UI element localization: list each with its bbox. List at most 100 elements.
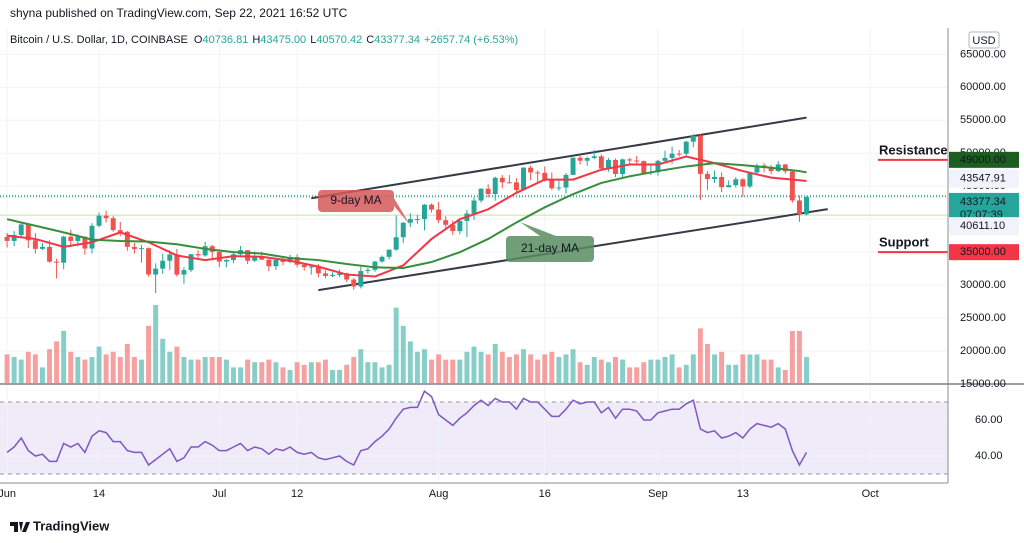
callout-pointer bbox=[520, 222, 556, 236]
volume-bar bbox=[506, 357, 512, 383]
candle-body bbox=[322, 273, 328, 276]
volume-bar bbox=[450, 359, 456, 383]
level-box bbox=[949, 151, 1019, 168]
candle-body bbox=[400, 222, 406, 238]
volume-bar bbox=[457, 359, 463, 383]
volume-bar bbox=[605, 362, 611, 383]
candle-body bbox=[372, 261, 378, 270]
logo-icon bbox=[10, 522, 30, 532]
volume-bar bbox=[61, 331, 67, 383]
volume-bar bbox=[174, 346, 180, 383]
volume-bar bbox=[379, 367, 385, 383]
candle-body bbox=[160, 260, 166, 269]
candle-body bbox=[712, 176, 718, 180]
candle-body bbox=[521, 167, 526, 190]
volume-bar bbox=[407, 341, 413, 383]
candle-body bbox=[11, 235, 17, 241]
candle-body bbox=[358, 271, 364, 287]
candle-body bbox=[54, 261, 60, 263]
candle-body bbox=[315, 266, 321, 274]
volume-bar bbox=[436, 354, 442, 383]
volume-bar bbox=[542, 354, 548, 383]
candle-body bbox=[308, 266, 314, 268]
volume-bar bbox=[216, 357, 222, 383]
price-label: 43377.34 bbox=[960, 196, 1006, 208]
volume-bar bbox=[308, 362, 314, 383]
level-name: Support bbox=[879, 235, 929, 250]
volume-bar bbox=[535, 359, 541, 383]
candle-body bbox=[96, 215, 102, 226]
currency-box[interactable] bbox=[968, 31, 1000, 49]
y-tick-label: 20000.00 bbox=[960, 345, 1006, 357]
legend-value: 43377.34 bbox=[374, 34, 420, 46]
candle-body bbox=[47, 246, 52, 262]
volume-bar bbox=[634, 367, 640, 383]
volume-bar bbox=[485, 354, 491, 383]
candle-body bbox=[457, 220, 463, 232]
candle-body bbox=[754, 165, 760, 173]
volume-bar bbox=[223, 359, 229, 383]
volume-bar bbox=[719, 351, 725, 383]
rsi-band bbox=[0, 402, 948, 474]
volume-bar bbox=[230, 367, 236, 383]
candle-body bbox=[124, 231, 130, 247]
volume-bar bbox=[804, 357, 809, 383]
x-tick-label: 12 bbox=[291, 488, 303, 500]
candle-body bbox=[634, 160, 640, 162]
volume-bar bbox=[690, 354, 696, 383]
candle-body bbox=[330, 275, 335, 277]
candle-body bbox=[266, 259, 272, 267]
volume-bar bbox=[358, 349, 364, 383]
candle-body bbox=[768, 168, 774, 172]
level-label: 49000.00 bbox=[960, 154, 1006, 166]
volume-bar bbox=[32, 354, 38, 383]
volume-bar bbox=[301, 364, 307, 383]
x-tick-label: Jun bbox=[0, 488, 16, 500]
candle-body bbox=[655, 160, 661, 173]
x-tick-label: 16 bbox=[539, 488, 551, 500]
volume-bar bbox=[54, 341, 60, 383]
volume-bar bbox=[273, 362, 279, 383]
candle-body bbox=[117, 230, 123, 232]
candle-body bbox=[287, 257, 293, 262]
volume-bar bbox=[4, 354, 10, 383]
volume-bar bbox=[641, 362, 647, 383]
volume-bar bbox=[110, 351, 116, 383]
volume-bar bbox=[188, 359, 194, 383]
volume-bar bbox=[266, 359, 272, 383]
candle-body bbox=[223, 260, 229, 262]
candle-body bbox=[230, 254, 236, 261]
volume-bar bbox=[117, 357, 123, 383]
volume-bar bbox=[662, 357, 668, 383]
candle-body bbox=[789, 171, 795, 201]
volume-bar bbox=[39, 367, 45, 383]
candle-body bbox=[591, 156, 597, 159]
candle-body bbox=[641, 161, 647, 174]
rsi-line bbox=[6, 390, 808, 467]
volume-bar bbox=[400, 325, 406, 383]
volume-bar bbox=[513, 354, 519, 383]
callout-box bbox=[506, 236, 594, 262]
y-tick-label: 55000.00 bbox=[960, 114, 1006, 126]
candle-body bbox=[528, 167, 534, 173]
symbol: Bitcoin / U.S. Dollar, 1D, COINBASE bbox=[10, 34, 188, 46]
candle-body bbox=[697, 135, 703, 174]
level-box bbox=[949, 244, 1019, 261]
y-tick-label: 60000.00 bbox=[960, 81, 1006, 93]
volume-bar bbox=[202, 357, 208, 383]
candle-body bbox=[478, 188, 484, 201]
volume-bar bbox=[414, 351, 420, 383]
candle-body bbox=[740, 179, 746, 187]
level-label: 35000.00 bbox=[960, 246, 1006, 258]
volume-bar bbox=[294, 362, 300, 383]
candle-body bbox=[273, 259, 279, 267]
volume-bar bbox=[789, 331, 795, 383]
candle-body bbox=[75, 236, 81, 241]
candle-body bbox=[131, 246, 137, 249]
candle-body bbox=[294, 257, 300, 265]
x-tick-label: Oct bbox=[862, 488, 879, 500]
volume-bar bbox=[676, 367, 682, 383]
level-name: Resistance bbox=[879, 142, 948, 157]
candle-body bbox=[719, 176, 725, 188]
legend: Bitcoin / U.S. Dollar, 1D, COINBASE O4073… bbox=[10, 34, 518, 46]
